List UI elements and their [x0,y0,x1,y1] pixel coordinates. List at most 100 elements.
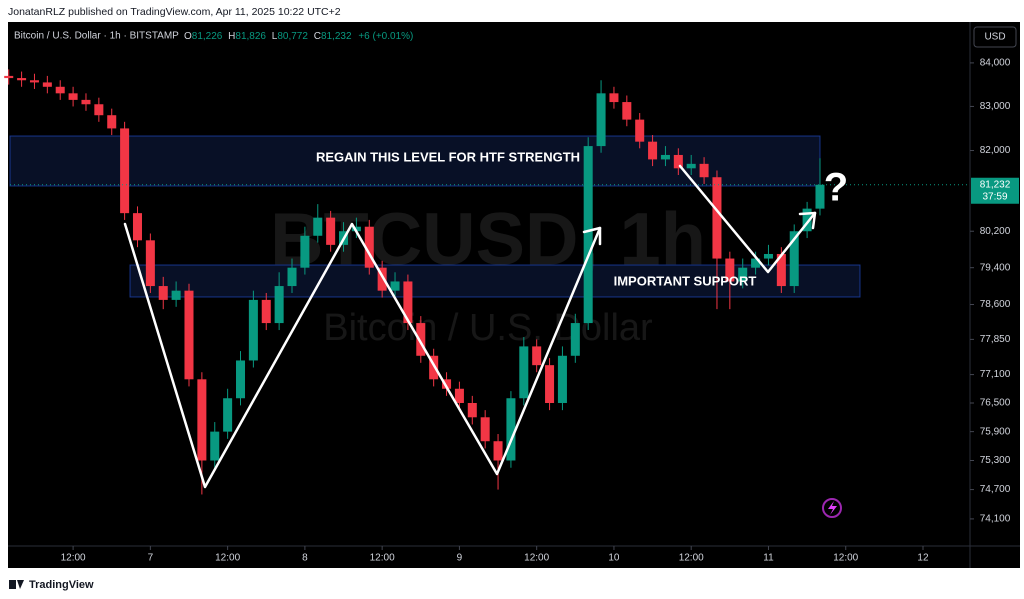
currency-label[interactable]: USD [984,32,1005,43]
alert-bolt [828,501,837,515]
candle-body [789,231,799,287]
candle-body [763,253,773,259]
candle-body [55,86,65,94]
ohlc-value: 81,826 [235,31,266,42]
change: +6 (+0.01%) [358,31,413,42]
candle-body [313,217,323,236]
publish-info: JonatanRLZ published on TradingView.com,… [8,6,341,18]
candle-body [158,286,168,300]
candle-body [570,323,580,356]
y-tick-label: 77,100 [980,369,1011,380]
candle-body [390,281,400,291]
x-tick-label: 12:00 [833,553,858,564]
candle-body [184,290,194,380]
zigzag-drawing [123,164,817,489]
candle-body [416,323,426,356]
candle-body [519,346,529,399]
candle-body [145,240,155,287]
currency-button[interactable] [973,26,1017,48]
candle-body [94,104,104,116]
ohlc-value: 80,772 [277,31,308,42]
question-mark: ? [824,166,848,210]
candle-body [725,258,735,282]
y-tick-label: 74,700 [980,484,1011,495]
candle-body [68,93,78,100]
candle-body [210,431,220,461]
candle-body [738,267,748,282]
candle-body [751,258,761,268]
candle-body [326,217,336,245]
candle-body [261,299,271,324]
candle-body [686,163,696,169]
candle-body [622,102,632,120]
y-tick-label: 78,600 [980,299,1011,310]
candle-body [815,184,825,209]
support-label: IMPORTANT SUPPORT [614,273,757,288]
candle-body [776,253,786,287]
x-tick-label: 12 [917,553,929,564]
candle-body [29,80,39,83]
tradingview-logo: TradingView [9,579,94,591]
ohlc-value: 81,226 [192,31,223,42]
candle-body [609,93,619,103]
y-tick-label: 75,900 [980,426,1011,437]
candle-body [132,213,142,241]
candle-body [660,154,670,160]
candle-body [532,346,542,366]
ohlc-value: 81,232 [321,31,352,42]
x-tick-label: 12:00 [61,553,86,564]
candle-body [429,355,439,380]
candle-body [351,226,361,232]
candle-body [699,163,709,178]
y-tick-label: 75,300 [980,455,1011,466]
resistance-label: REGAIN THIS LEVEL FOR HTF STRENGTH [316,149,580,164]
x-tick-label: 11 [763,553,774,564]
candle-body [42,82,52,87]
watermark-name: Bitcoin / U.S. Dollar [323,307,653,349]
candle-body [81,99,91,105]
ohlc-name: L [272,31,278,42]
last-price-label: 81,232 [980,179,1011,190]
candle-body [300,235,310,268]
candle-body [120,128,130,214]
x-tick-label: 10 [608,553,620,564]
last-price-box [971,177,1019,204]
candle-body [648,141,658,160]
candle-body [17,78,27,81]
y-tick-label: 79,400 [980,262,1011,273]
candles [4,69,970,495]
x-tick-label: 8 [302,553,308,564]
candle-body [248,299,258,361]
zigzag-right [678,164,817,274]
candle-body [506,398,516,461]
candle-body [4,75,14,79]
ohlc-name: C [314,31,321,42]
candle-body [454,388,464,403]
ohlc-name: H [228,31,235,42]
candle-body [223,398,233,432]
candle-body [197,379,207,461]
y-tick-label: 80,200 [980,226,1011,237]
axes: 84,000 83,000 82,000 80,200 79,400 78,600 77,8… [61,58,1019,564]
candle-body [802,208,812,232]
brand: TradingView [29,579,94,591]
candle-body [403,281,413,324]
countdown: 37:59 [982,191,1007,202]
y-tick-label: 82,000 [980,145,1011,156]
candle-body [557,355,567,403]
candle-body [364,226,374,268]
logo-part [9,580,16,589]
x-tick-label: 12:00 [679,553,704,564]
candle-body [235,360,246,399]
x-tick-label: 12:00 [370,553,395,564]
candle-body [583,146,593,324]
ohlc-legend: O81,226 H81,826 L80,772 C81,232 +6 (+0.0… [184,31,413,42]
x-tick-label: 9 [457,553,463,564]
alert-icon[interactable] [822,498,842,518]
candle-body [274,286,284,324]
candle-body [480,417,490,442]
candle-body [287,267,297,287]
candle-body [712,177,722,259]
